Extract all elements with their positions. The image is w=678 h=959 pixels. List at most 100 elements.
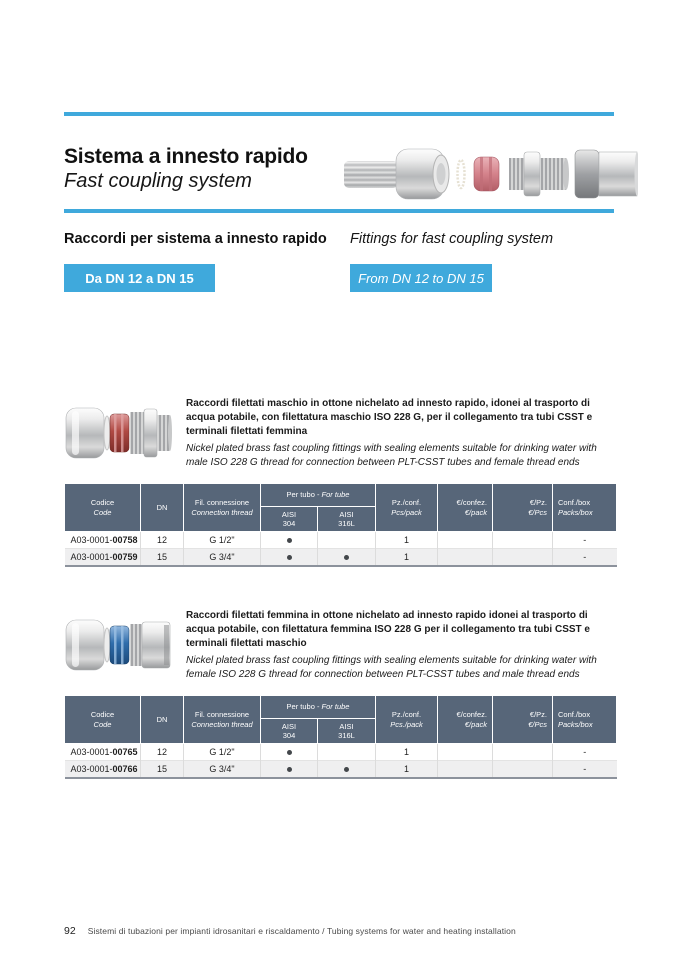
cell-eur-pack [437,548,493,566]
cell-thread: G 3/4" [183,760,261,778]
col-header-packs-box: Conf./box Packs/box [552,695,617,744]
description-italian: Raccordi filettati femmina in ottone nic… [186,610,590,649]
cell-eur-pcs [492,531,553,549]
cell-eur-pcs [492,760,553,778]
header-label: Code [93,507,112,517]
product-description: Raccordi filettati femmina in ottone nic… [186,609,616,682]
table-header-row: Codice Code DN Fil. connessione Connecti… [64,483,617,532]
table-subheader-row: AISI 304 AISI 316L [65,506,617,532]
header-label: €/Pcs [528,719,547,729]
spec-table-female-fittings: Codice Code DN Fil. connessione Connecti… [64,695,617,779]
header-label: Pz./conf. [391,710,422,719]
page-title-english: Fast coupling system [64,170,252,192]
col-header-aisi316l: AISI 316L [317,506,376,532]
header-label: 304 [282,519,296,528]
page-footer: 92 Sistemi di tubazioni per impianti idr… [64,925,516,937]
cell-thread: G 1/2" [183,743,261,761]
cell-dn: 15 [140,760,184,778]
header-label: Per tubo - [286,702,320,712]
col-header-code: Codice Code [64,483,141,532]
header-label: Pz./conf. [391,498,422,507]
cell-aisi316l [317,743,376,761]
header-label: Codice [90,498,115,507]
cell-pcs-pack: 1 [375,743,438,761]
header-label: AISI [281,509,297,519]
product-section-male-fitting: Raccordi filettati maschio in ottone nic… [64,397,616,470]
cell-eur-pcs [492,548,553,566]
top-accent-rule [64,112,614,116]
header-label: Code [93,719,112,729]
product-description: Raccordi filettati maschio in ottone nic… [186,397,616,470]
header-label: Conf./box [558,498,591,507]
availability-dot [344,767,349,773]
cell-code: A03-0001-00759 [64,548,141,566]
col-header-aisi316l: AISI 316L [317,718,376,744]
col-header-packs-box: Conf./box Packs/box [552,483,617,532]
header-label: €/pack [464,719,487,729]
col-header-aisi304: AISI 304 [260,718,318,744]
header-label: €/Pz. [529,498,547,507]
page-title-italian: Sistema a innesto rapido [64,145,308,168]
table-row: A03-0001-00759 15 G 3/4" 1 - [64,548,617,566]
col-header-for-tube: Per tubo - For tube [260,483,376,507]
header-label: Packs/box [558,719,593,729]
header-label: AISI [339,509,354,519]
header-label: 316L [338,519,355,528]
header-label: Pcs./pack [390,719,423,729]
description-italian: Raccordi filettati maschio in ottone nic… [186,398,593,437]
female-fitting-blue-seal-image [65,619,171,671]
header-label: Pcs/pack [391,507,422,517]
table-body: A03-0001-00765 12 G 1/2" 1- A03-0001-00766 15… [64,743,617,778]
col-header-eur-pack: €/confez. €/pack [437,483,493,532]
col-header-dn: DN [140,483,184,532]
page-number: 92 [64,925,76,937]
header-label: 316L [338,731,355,740]
cell-pcs-pack: 1 [375,548,438,566]
col-header-pcs-pack: Pz./conf. Pcs/pack [375,483,438,532]
header-label: For tube [321,490,350,500]
cell-dn: 15 [140,548,184,566]
cell-aisi304 [260,531,318,549]
header-label: €/Pcs [528,507,547,517]
col-header-thread: Fil. connessione Connection thread [183,695,261,744]
cell-pcs-pack: 1 [375,531,438,549]
cell-aisi304 [260,760,318,778]
table-row: A03-0001-00765 12 G 1/2" 1 - [64,743,617,761]
availability-dot [286,767,292,773]
availability-dot [344,555,349,561]
cell-code: A03-0001-00758 [64,531,141,549]
table-row: A03-0001-00758 12 G 1/2" 1 - [64,531,617,549]
col-header-thread: Fil. connessione Connection thread [183,483,261,532]
header-label: AISI [281,721,297,731]
second-accent-rule [64,209,614,213]
cell-aisi316l [317,531,376,549]
cell-packs-box: - [552,760,617,778]
cell-dn: 12 [140,531,184,549]
header-label: AISI [339,721,354,731]
col-header-code: Codice Code [64,695,141,744]
header-label: Fil. connessione [194,498,250,507]
cell-pcs-pack: 1 [375,760,438,778]
header-label: Conf./box [558,710,591,719]
cell-code: A03-0001-00766 [64,760,141,778]
cell-eur-pcs [492,743,553,761]
col-header-eur-pack: €/confez. €/pack [437,695,493,744]
cell-packs-box: - [552,743,617,761]
cell-aisi316l [317,548,376,566]
cell-packs-box: - [552,548,617,566]
cell-aisi304 [260,743,318,761]
cell-dn: 12 [140,743,184,761]
exploded-coupling-assembly-image [344,148,638,200]
description-english: Nickel plated brass fast coupling fittin… [186,655,597,680]
description-english: Nickel plated brass fast coupling fittin… [186,443,597,468]
cell-eur-pack [437,531,493,549]
cell-eur-pack [437,743,493,761]
col-header-aisi304: AISI 304 [260,506,318,532]
cell-aisi316l [317,760,376,778]
header-label: 304 [282,731,296,740]
section-heading-english: Fittings for fast coupling system [350,231,554,247]
page-title: Sistema a innesto rapido Fast coupling s… [64,144,308,194]
cell-aisi304 [260,548,318,566]
dn-range-badge-english: From DN 12 to DN 15 [350,264,492,292]
